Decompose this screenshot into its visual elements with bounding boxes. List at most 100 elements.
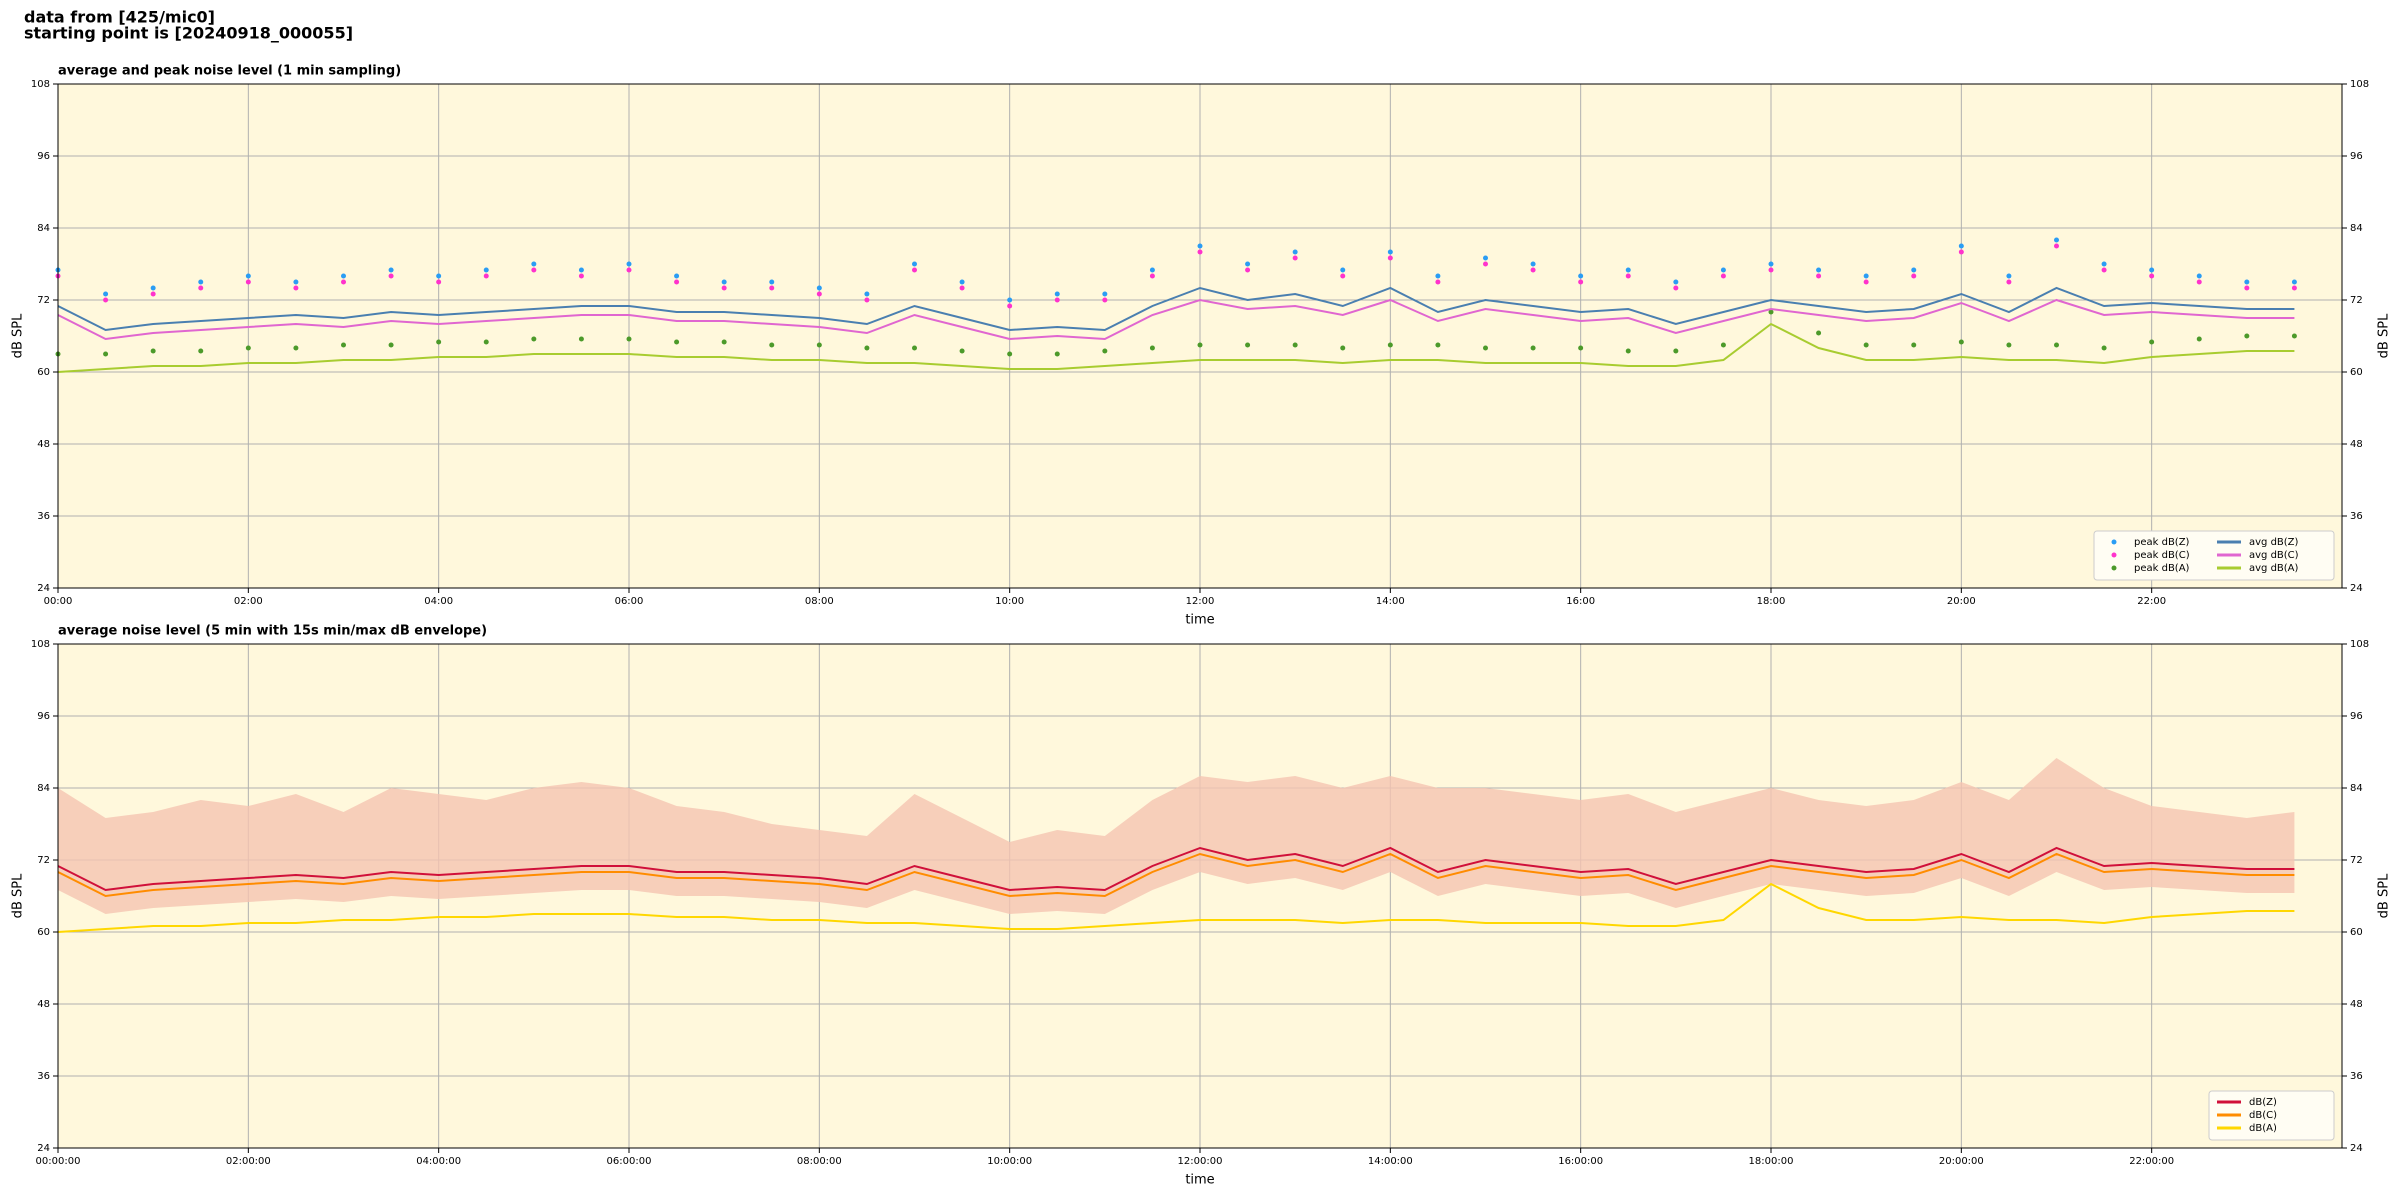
peak-point <box>1625 348 1631 354</box>
peak-point <box>674 279 680 285</box>
peak-point <box>2149 339 2155 345</box>
peak-point <box>1958 243 1964 249</box>
peak-point <box>864 291 870 297</box>
x-tick-label: 02:00 <box>234 596 263 607</box>
peak-point <box>2244 333 2250 339</box>
y-tick-label: 36 <box>37 511 50 522</box>
peak-point <box>2006 342 2012 348</box>
peak-point <box>1292 342 1298 348</box>
peak-point <box>1054 291 1060 297</box>
peak-point <box>1911 342 1917 348</box>
peak-point <box>864 345 870 351</box>
peak-point <box>1197 243 1203 249</box>
y-tick-label: 72 <box>37 855 50 866</box>
legend-label: dB(Z) <box>2249 1097 2277 1108</box>
y-axis-label: dB SPL <box>2377 873 2392 918</box>
legend-label: avg dB(C) <box>2249 550 2299 561</box>
y-tick-label: 24 <box>2350 583 2363 594</box>
peak-point <box>816 285 822 291</box>
x-tick-label: 00:00:00 <box>36 1156 81 1167</box>
peak-point <box>1292 255 1298 261</box>
peak-point <box>1625 273 1631 279</box>
peak-point <box>341 273 346 279</box>
peak-point <box>626 267 632 273</box>
peak-point <box>2149 267 2155 273</box>
peak-point <box>150 291 156 297</box>
peak-point <box>816 291 822 297</box>
legend-label: avg dB(A) <box>2249 563 2299 574</box>
y-tick-label: 24 <box>2350 1143 2363 1154</box>
y-tick-label: 36 <box>2350 1071 2363 1082</box>
series-line <box>57 298 2295 341</box>
x-tick-label: 12:00 <box>1186 596 1215 607</box>
legend-label: dB(C) <box>2249 1110 2277 1121</box>
series-line <box>57 852 2295 898</box>
y-tick-label: 84 <box>37 783 50 794</box>
legend-marker <box>2111 552 2117 558</box>
y-tick-label: 48 <box>2350 999 2363 1010</box>
peak-point <box>1863 273 1869 279</box>
y-tick-label: 36 <box>2350 511 2363 522</box>
legend-label: peak dB(C) <box>2134 550 2190 561</box>
peak-point <box>864 297 870 303</box>
peak-point <box>1102 291 1108 297</box>
peak-point <box>2101 267 2107 273</box>
x-tick-label: 10:00:00 <box>987 1156 1032 1167</box>
peak-point <box>1149 345 1155 351</box>
peak-point <box>1149 267 1155 273</box>
x-tick-label: 14:00 <box>1376 596 1405 607</box>
x-tick-label: 08:00:00 <box>797 1156 842 1167</box>
peak-point <box>1387 255 1393 261</box>
peak-point <box>1483 345 1488 351</box>
y-tick-label: 84 <box>37 223 50 234</box>
peak-point <box>1768 267 1774 273</box>
peak-point <box>1816 330 1822 336</box>
peak-point <box>1054 297 1060 303</box>
peak-point <box>1530 345 1536 351</box>
chart-title: average noise level (5 min with 15s min/… <box>58 624 487 639</box>
legend-label: avg dB(Z) <box>2249 537 2299 548</box>
peak-point <box>959 279 965 285</box>
x-tick-label: 04:00 <box>424 596 453 607</box>
peak-point <box>721 339 727 345</box>
peak-point <box>1768 261 1774 267</box>
peak-point <box>436 273 442 279</box>
y-tick-label: 60 <box>2350 927 2363 938</box>
peak-point <box>1340 267 1346 273</box>
peak-point <box>341 279 346 285</box>
peak-point <box>1245 261 1251 267</box>
peak-point <box>721 285 727 291</box>
series-line <box>57 846 2295 892</box>
y-axis-label: dB SPL <box>11 313 26 358</box>
peak-point <box>2196 336 2202 342</box>
peak-point <box>1816 273 1822 279</box>
y-tick-label: 96 <box>37 151 50 162</box>
peak-point <box>1149 273 1155 279</box>
peak-point <box>1102 348 1108 354</box>
peak-point <box>1673 285 1679 291</box>
peak-point <box>769 342 775 348</box>
peak-point <box>1387 342 1393 348</box>
peak-point <box>959 348 965 354</box>
y-tick-label: 60 <box>37 927 50 938</box>
y-tick-label: 48 <box>37 999 50 1010</box>
peak-point <box>1673 348 1679 354</box>
x-tick-label: 06:00 <box>615 596 644 607</box>
peak-point <box>1530 261 1536 267</box>
y-tick-label: 36 <box>37 1071 50 1082</box>
x-tick-label: 12:00:00 <box>1178 1156 1223 1167</box>
peak-point <box>626 336 632 342</box>
peak-point <box>245 273 251 279</box>
peak-point <box>1911 273 1917 279</box>
peak-point <box>578 267 584 273</box>
peak-point <box>912 345 917 351</box>
peak-point <box>198 279 204 285</box>
peak-point <box>198 285 204 291</box>
peak-point <box>1673 279 1679 285</box>
peak-point <box>1578 273 1584 279</box>
peak-point <box>1911 267 1917 273</box>
peak-point <box>1863 279 1869 285</box>
peak-point <box>531 261 537 267</box>
x-tick-label: 20:00:00 <box>1939 1156 1984 1167</box>
peak-point <box>483 273 489 279</box>
